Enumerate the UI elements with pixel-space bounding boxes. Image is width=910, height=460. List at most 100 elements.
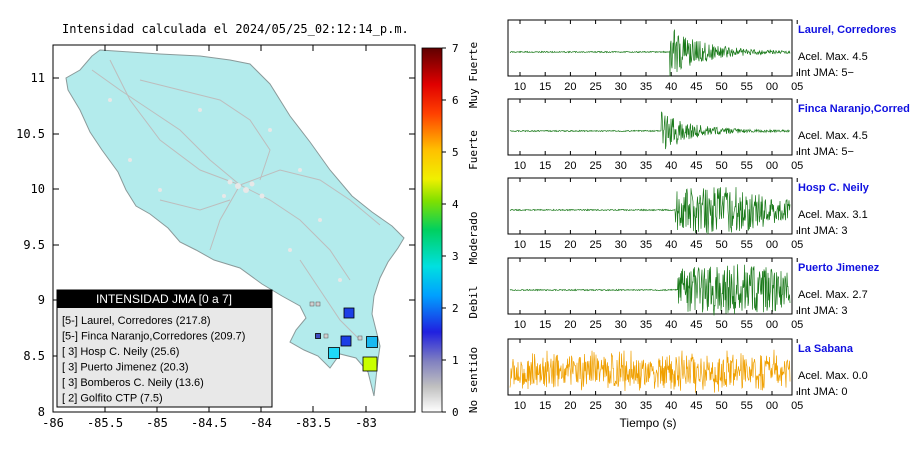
waveform-trace: [509, 29, 791, 77]
waveform-panel: 10 15 20 25 30 35 40 45 50 55 00 05 Hosp C. Neily Ace…: [507, 177, 870, 251]
time-tick-label: 35: [640, 160, 652, 172]
time-tick-label: 40: [665, 400, 677, 412]
legend-item: [5-] Laurel, Corredores (217.8): [62, 315, 211, 327]
map-title: Intensidad calculada el 2024/05/25_02:12…: [62, 22, 409, 36]
time-tick-label: 30: [615, 239, 627, 251]
legend-item: [ 3] Puerto Jimenez (20.3): [62, 362, 189, 374]
waveform-frame: [507, 257, 793, 315]
time-tick-label: 10: [514, 81, 526, 93]
lat-tick-label: 9: [38, 293, 45, 307]
time-tick-label: 40: [665, 319, 677, 331]
time-tick-label: 50: [715, 400, 727, 412]
lon-tick-label: -83.5: [295, 416, 331, 430]
waveform-frame: [507, 19, 793, 77]
colorbar-tick-label: 3: [452, 250, 459, 263]
time-tick-label: 30: [615, 319, 627, 331]
lon-tick-label: -85: [146, 416, 168, 430]
station-name: Hosp C. Neily: [798, 182, 870, 194]
time-tick-label: 35: [640, 319, 652, 331]
lat-tick-label: 8.5: [23, 349, 45, 363]
time-tick-label: 15: [539, 160, 551, 172]
station-accel: Acel. Max. 4.5: [798, 51, 868, 63]
legend-header: [57, 290, 272, 308]
colorbar-level-label: Moderado: [467, 212, 480, 265]
time-tick-label: 40: [665, 81, 677, 93]
time-tick-label: 30: [615, 81, 627, 93]
station-marker-laurel: [343, 307, 355, 319]
time-tick-label: 15: [539, 400, 551, 412]
minor-station-marker: [323, 333, 329, 339]
time-tick-label: 35: [640, 81, 652, 93]
station-name: Puerto Jimenez: [798, 262, 880, 274]
time-tick-label: 35: [640, 400, 652, 412]
lat-tick-label: 8: [38, 405, 45, 419]
time-tick-label: 45: [690, 239, 702, 251]
waveform-trace: [509, 264, 791, 316]
costa-rica-landmass: [65, 49, 405, 397]
time-tick-label: 00: [766, 239, 778, 251]
time-tick-label: 10: [514, 319, 526, 331]
time-tick-label: 00: [766, 319, 778, 331]
colorbar-level-label: Fuerte: [467, 130, 480, 170]
time-tick-label: 25: [589, 319, 601, 331]
colorbar-tick-label: 0: [452, 406, 459, 419]
lon-tick-label: -84.5: [191, 416, 227, 430]
time-tick-label: 10: [514, 400, 526, 412]
colorbar-level-label: Debil: [467, 285, 480, 318]
station-accel: Acel. Max. 4.5: [798, 130, 868, 142]
time-tick-label: 40: [665, 160, 677, 172]
road-network: [91, 59, 381, 341]
time-tick-label: 05: [791, 160, 803, 172]
station-marker-finca-naranjo: [340, 335, 352, 347]
waveform-trace: [509, 187, 791, 235]
time-tick-label: 25: [589, 160, 601, 172]
time-tick-label: 20: [564, 319, 576, 331]
waveform-frame: [507, 98, 793, 156]
waveform-panel: 10 15 20 25 30 35 40 45 50 55 00 05 La Sabana Acel. M…: [507, 338, 868, 412]
legend-item: [ 3] Bomberos C. Neily (13.6): [62, 377, 204, 389]
time-tick-label: 20: [564, 239, 576, 251]
waveform-trace: [509, 111, 791, 150]
station-jma: Int JMA: 3: [798, 225, 848, 237]
time-tick-label: 55: [741, 319, 753, 331]
lat-tick-label: 10.5: [16, 127, 45, 141]
time-tick-label: 55: [741, 400, 753, 412]
lon-tick-label: -83: [355, 416, 377, 430]
time-tick-label: 05: [791, 81, 803, 93]
legend-item: [ 2] Golfito CTP (7.5): [62, 393, 163, 405]
legend-item: [5-] Finca Naranjo,Corredores (209.7): [62, 331, 245, 343]
time-tick-label: 20: [564, 81, 576, 93]
time-tick-label: 05: [791, 400, 803, 412]
station-markers: [309, 301, 378, 372]
map-axes: -86 -85.5 -85 -84.5 -84 -83.5 -83 8 8.5 9 9.5 10 10.…: [16, 45, 415, 430]
time-tick-label: 00: [766, 160, 778, 172]
lon-tick-label: -85.5: [87, 416, 123, 430]
waveform-trace: [509, 349, 791, 393]
map-legend: INTENSIDAD JMA [0 a 7] [5-] Laurel, Corr…: [56, 289, 273, 408]
station-marker-puerto-jimenez: [328, 347, 340, 359]
station-accel: Acel. Max. 0.0: [798, 370, 868, 382]
station-jma: Int JMA: 3: [798, 305, 848, 317]
time-axis-label: Tiempo (s): [620, 416, 677, 430]
time-tick-label: 10: [514, 239, 526, 251]
time-tick-label: 20: [564, 160, 576, 172]
station-accel: Acel. Max. 3.1: [798, 209, 868, 221]
minor-station-marker: [315, 301, 321, 307]
time-tick-label: 25: [589, 81, 601, 93]
time-tick-label: 25: [589, 239, 601, 251]
station-marker-hosp-neily: [366, 336, 378, 348]
legend-item: [ 3] Hosp C. Neily (25.6): [62, 346, 179, 358]
time-tick-label: 55: [741, 160, 753, 172]
time-tick-label: 15: [539, 81, 551, 93]
colorbar: 0 1 2 3 4 5 6 7 No sentido Debil Moderado Fuerte Mu…: [421, 42, 480, 419]
time-tick-label: 00: [766, 400, 778, 412]
waveform-panel: 10 15 20 25 30 35 40 45 50 55 00 05 Puerto Jimenez Ac…: [507, 257, 880, 331]
lon-tick-label: -86: [42, 416, 64, 430]
station-jma: Int JMA: 5−: [798, 67, 854, 79]
time-tick-label: 55: [741, 239, 753, 251]
time-tick-label: 35: [640, 239, 652, 251]
colorbar-tick-label: 4: [452, 198, 459, 211]
time-tick-label: 30: [615, 400, 627, 412]
colorbar-tick-label: 6: [452, 94, 459, 107]
